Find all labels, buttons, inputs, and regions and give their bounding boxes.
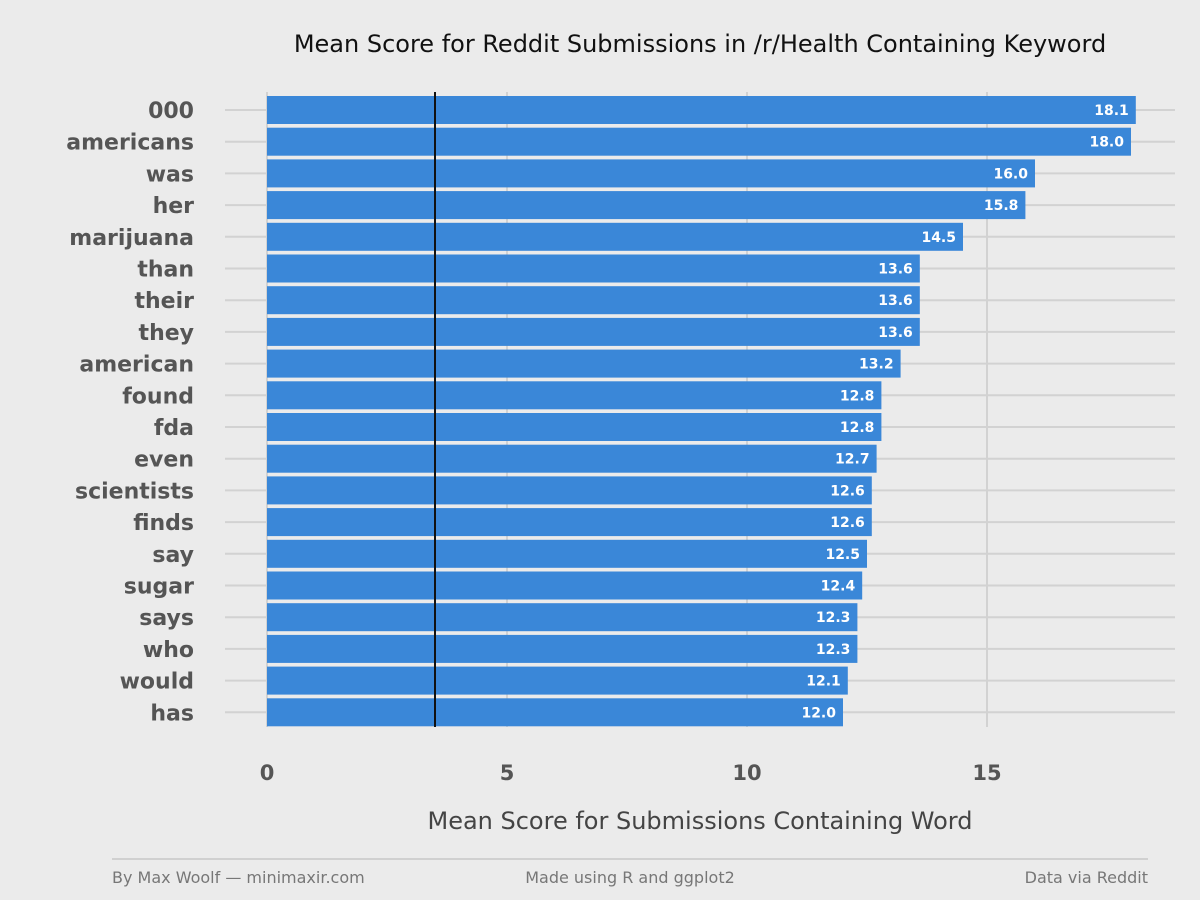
bar-value-label: 12.8 — [840, 420, 875, 436]
bar-value-label: 18.0 — [1089, 135, 1124, 151]
x-tick-label: 15 — [972, 761, 1001, 785]
bar — [267, 413, 882, 441]
category-label: was — [146, 162, 194, 187]
category-label: 000 — [148, 99, 194, 124]
bar — [267, 571, 863, 600]
bar-value-label: 12.0 — [801, 705, 836, 721]
category-label: found — [122, 384, 194, 409]
bar-value-label: 13.6 — [878, 262, 913, 278]
x-axis-title: Mean Score for Submissions Containing Wo… — [427, 807, 972, 835]
bar — [267, 603, 858, 632]
bar-value-label: 12.8 — [840, 388, 875, 404]
bar — [267, 127, 1131, 156]
bar-value-label: 13.6 — [878, 293, 913, 309]
category-label: americans — [66, 131, 194, 156]
bar — [267, 317, 920, 346]
category-label: who — [143, 638, 194, 663]
bar-value-label: 12.3 — [816, 610, 851, 626]
footer-credit: By Max Woolf — minimaxir.com — [112, 868, 365, 887]
footer-source: Data via Reddit — [1025, 868, 1148, 887]
bar-value-label: 14.5 — [921, 230, 956, 246]
bar-value-label: 12.4 — [821, 579, 856, 595]
bar-value-label: 13.6 — [878, 325, 913, 341]
category-label: marijuana — [69, 226, 194, 251]
category-label: fda — [154, 416, 194, 441]
bar — [267, 539, 867, 568]
category-label: finds — [133, 511, 194, 536]
bar — [267, 349, 901, 378]
category-label: has — [150, 701, 194, 726]
bar-value-label: 12.1 — [806, 674, 841, 690]
bar — [267, 222, 963, 251]
category-label: their — [135, 289, 195, 314]
category-label: american — [79, 353, 194, 378]
bar-value-label: 16.0 — [993, 166, 1028, 182]
x-tick-label: 10 — [732, 761, 761, 785]
category-label: say — [152, 543, 194, 568]
category-label: than — [137, 258, 194, 283]
bar-value-label: 12.6 — [830, 515, 865, 531]
bar-value-label: 12.5 — [825, 547, 860, 563]
category-label: her — [153, 194, 195, 219]
chart-title: Mean Score for Reddit Submissions in /r/… — [294, 30, 1106, 58]
category-label: scientists — [75, 479, 194, 504]
bar — [267, 159, 1035, 188]
bar-value-label: 15.8 — [984, 198, 1019, 214]
bar — [267, 286, 920, 315]
bar — [267, 634, 858, 663]
footer-tool: Made using R and ggplot2 — [525, 868, 735, 887]
category-label: would — [120, 670, 194, 695]
bar — [267, 444, 877, 473]
bar-value-label: 18.1 — [1094, 103, 1129, 119]
x-tick-label: 5 — [500, 761, 515, 785]
bar — [267, 666, 848, 695]
bar — [267, 96, 1136, 124]
x-tick-label: 0 — [260, 761, 275, 785]
category-label: says — [139, 606, 194, 631]
bar-value-label: 12.7 — [835, 452, 870, 468]
bar-value-label: 13.2 — [859, 357, 894, 373]
bar — [267, 191, 1026, 220]
bar — [267, 254, 920, 283]
bar-value-label: 12.3 — [816, 642, 851, 658]
bar-layer — [267, 96, 1136, 727]
bar — [267, 508, 872, 537]
label-layer: 0 5 10 15 000 18.1 americans 18.0 was 16.0 her 15.8… — [66, 99, 1129, 785]
bar — [267, 381, 882, 410]
bar-value-label: 12.6 — [830, 483, 865, 499]
category-label: they — [139, 321, 194, 346]
category-label: even — [134, 448, 194, 473]
bar — [267, 476, 872, 505]
category-label: sugar — [124, 575, 194, 600]
bar — [267, 698, 843, 727]
